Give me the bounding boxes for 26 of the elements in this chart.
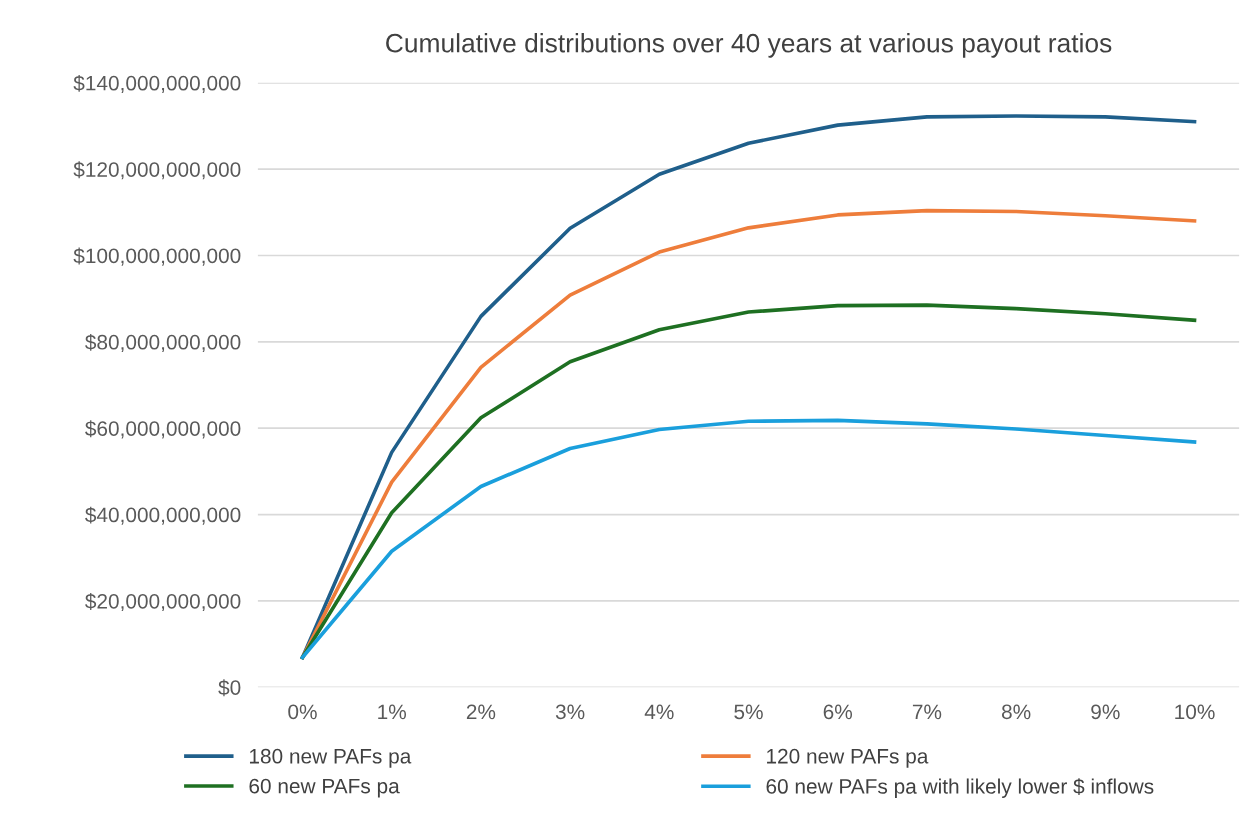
line-series — [300, 418, 1197, 660]
y-tick-label: $120,000,000,000 — [73, 161, 241, 180]
y-tick-label: $80,000,000,000 — [85, 333, 241, 353]
y-tick-label: $40,000,000,000 — [85, 506, 241, 525]
x-tick-label: 5% — [734, 704, 763, 720]
x-tick-label: 9% — [1091, 704, 1120, 720]
x-tick-label: 2% — [466, 704, 496, 720]
legend-label: 180 new PAFs pa — [249, 748, 412, 768]
line-series — [300, 114, 1197, 660]
y-tick-label: $100,000,000,000 — [73, 247, 241, 266]
legend-label: 120 new PAFs pa — [767, 748, 929, 768]
x-tick-label: 0% — [288, 704, 317, 720]
legend-label: 60 new PAFs pa with likely lower $ inflows — [766, 778, 1154, 798]
y-tick-label: $20,000,000,000 — [85, 593, 241, 612]
legend-label: 60 new PAFs pa — [249, 778, 400, 798]
x-tick-label: 6% — [823, 704, 853, 720]
x-tick-label: 1% — [378, 704, 407, 720]
y-tick-label: $140,000,000,000 — [73, 74, 241, 94]
y-tick-label: $60,000,000,000 — [85, 420, 241, 439]
x-tick-label: 8% — [1001, 704, 1031, 720]
x-tick-label: 3% — [555, 704, 585, 720]
x-tick-label: 7% — [912, 704, 942, 720]
chart-title: Cumulative distributions over 40 years at various payout ratios — [386, 33, 1112, 58]
y-tick-label: $0 — [218, 679, 241, 697]
x-tick-label: 10% — [1175, 704, 1215, 720]
x-tick-label: 4% — [644, 704, 674, 720]
